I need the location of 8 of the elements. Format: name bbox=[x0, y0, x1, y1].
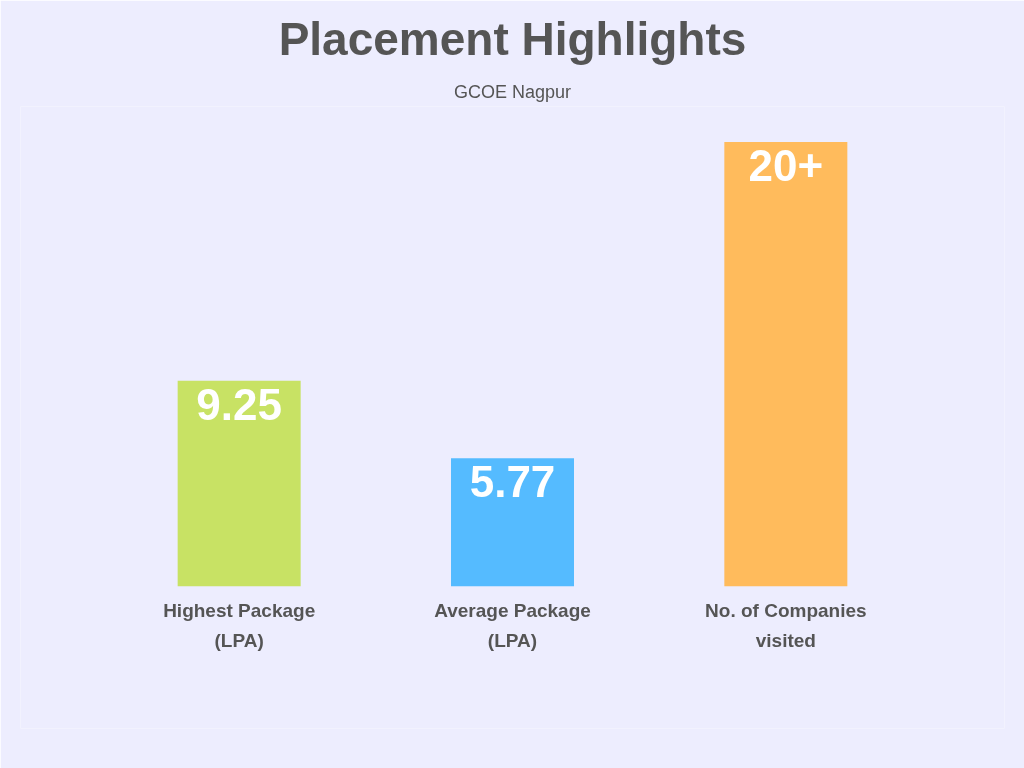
x-tick-label: No. of Companies visited bbox=[705, 600, 867, 651]
chart-title: Placement Highlights bbox=[278, 12, 747, 65]
data-label: 5.77 bbox=[469, 457, 556, 507]
x-tick-label: Average Package (LPA) bbox=[434, 600, 591, 651]
x-tick-label: Highest Package (LPA) bbox=[163, 600, 316, 651]
data-label: 20+ bbox=[748, 141, 824, 191]
data-label: 9.25 bbox=[196, 379, 282, 429]
chart-subtitle: GCOE Nagpur bbox=[453, 81, 572, 102]
